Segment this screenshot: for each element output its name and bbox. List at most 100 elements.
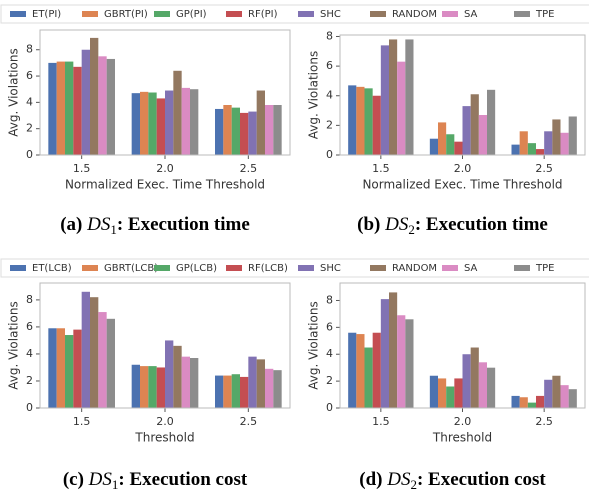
bar [372, 95, 381, 155]
bar [223, 105, 232, 155]
x-tick-label: 1.5 [372, 162, 390, 175]
legend-swatch [82, 11, 98, 17]
bar [48, 328, 57, 408]
bar [131, 364, 140, 408]
x-tick-label: 2.0 [156, 415, 174, 428]
caption-subscript: 1 [110, 222, 117, 237]
y-tick-label: 0 [26, 148, 33, 161]
y-tick-label: 0 [326, 148, 333, 161]
legend-label: ET(PI) [32, 9, 61, 20]
caption-subscript: 2 [410, 477, 417, 492]
caption-symbol: DS [86, 214, 111, 235]
caption-label: (c) [63, 469, 84, 490]
bar [487, 367, 496, 408]
bar [190, 358, 199, 408]
caption-text: : Execution cost [118, 469, 247, 490]
caption-subscript: 1 [112, 477, 119, 492]
bar [397, 61, 406, 155]
y-tick-label: 0 [26, 401, 33, 414]
legend-swatch [10, 11, 26, 17]
x-axis-label: Normalized Exec. Time Threshold [362, 178, 562, 192]
bar [256, 90, 265, 155]
bar [181, 356, 190, 408]
y-tick-label: 6 [26, 69, 33, 82]
y-tick-label: 4 [26, 95, 33, 108]
bar [446, 134, 455, 155]
x-tick-label: 1.5 [73, 415, 91, 428]
x-tick-label: 2.5 [535, 162, 553, 175]
y-tick-label: 6 [326, 59, 333, 72]
bar [231, 374, 240, 408]
bar [511, 144, 520, 155]
y-axis-label: Avg. Violations [307, 301, 321, 389]
bar [364, 347, 373, 408]
bar [173, 70, 182, 155]
bar [438, 122, 447, 155]
bar [156, 367, 165, 408]
x-tick-label: 1.5 [73, 162, 91, 175]
legend-label: ET(LCB) [32, 263, 72, 274]
bar [380, 299, 389, 408]
x-axis-label: Normalized Exec. Time Threshold [65, 178, 265, 192]
bar [165, 340, 174, 408]
bar [106, 318, 115, 408]
bar [65, 335, 74, 408]
bar [273, 370, 282, 408]
legend-label: GP(PI) [176, 9, 207, 20]
bar [73, 66, 82, 155]
caption-subscript: 2 [408, 222, 415, 237]
y-tick-label: 2 [26, 122, 33, 135]
legend-swatch [514, 11, 530, 17]
bar [248, 356, 257, 408]
y-tick-label: 4 [26, 347, 33, 360]
bar [397, 315, 406, 408]
bar [73, 329, 82, 408]
legend-label: GBRT(PI) [104, 9, 148, 20]
bar [527, 143, 536, 155]
legend-swatch [442, 265, 458, 271]
bar [256, 359, 265, 408]
bar [478, 115, 487, 155]
bar [231, 107, 240, 155]
bar [148, 92, 157, 155]
bar [568, 389, 577, 408]
bar [106, 58, 115, 155]
bar [511, 395, 520, 408]
bar [527, 402, 536, 408]
y-tick-label: 8 [26, 43, 33, 56]
bar [98, 56, 107, 155]
bar [429, 375, 438, 408]
bar [148, 366, 157, 408]
caption-label: (a) [60, 214, 82, 235]
axes-frame [39, 282, 291, 409]
bar [519, 131, 528, 155]
bar [48, 62, 57, 155]
bar [405, 39, 414, 155]
bar [56, 328, 65, 408]
bar [462, 354, 471, 408]
bar [81, 291, 90, 408]
caption: (c) DS1: Execution cost [63, 469, 248, 492]
bar [380, 45, 389, 155]
bar [478, 362, 487, 408]
bar [536, 149, 545, 155]
y-tick-label: 0 [326, 401, 333, 414]
caption-text: : Execution cost [417, 469, 546, 490]
x-tick-label: 2.5 [240, 162, 258, 175]
bar [348, 332, 357, 408]
legend-label: TPE [535, 263, 554, 274]
legend-swatch [370, 11, 386, 17]
bar [356, 86, 365, 155]
bar [470, 347, 479, 408]
bar [389, 292, 398, 408]
bar [429, 138, 438, 155]
legend-swatch [298, 265, 314, 271]
legend-swatch [298, 11, 314, 17]
legend-label: SA [464, 263, 478, 274]
caption-label: (d) [359, 469, 382, 490]
x-axis-label: Threshold [432, 431, 492, 445]
y-tick-label: 2 [326, 118, 333, 131]
bar [140, 91, 149, 155]
caption-text: : Execution time [415, 214, 548, 235]
bar [348, 85, 357, 155]
